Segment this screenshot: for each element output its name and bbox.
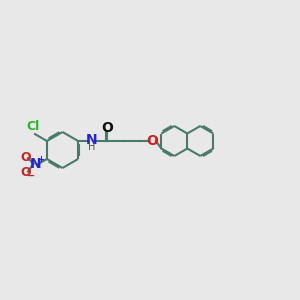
Text: N: N xyxy=(85,133,97,146)
Text: Cl: Cl xyxy=(26,120,40,133)
Text: H: H xyxy=(88,142,95,152)
Text: −: − xyxy=(27,171,35,181)
Text: O: O xyxy=(146,134,158,148)
Text: O: O xyxy=(20,151,31,164)
Text: +: + xyxy=(37,154,44,164)
Text: N: N xyxy=(30,157,42,171)
Text: O: O xyxy=(101,121,113,134)
Text: O: O xyxy=(20,166,31,178)
